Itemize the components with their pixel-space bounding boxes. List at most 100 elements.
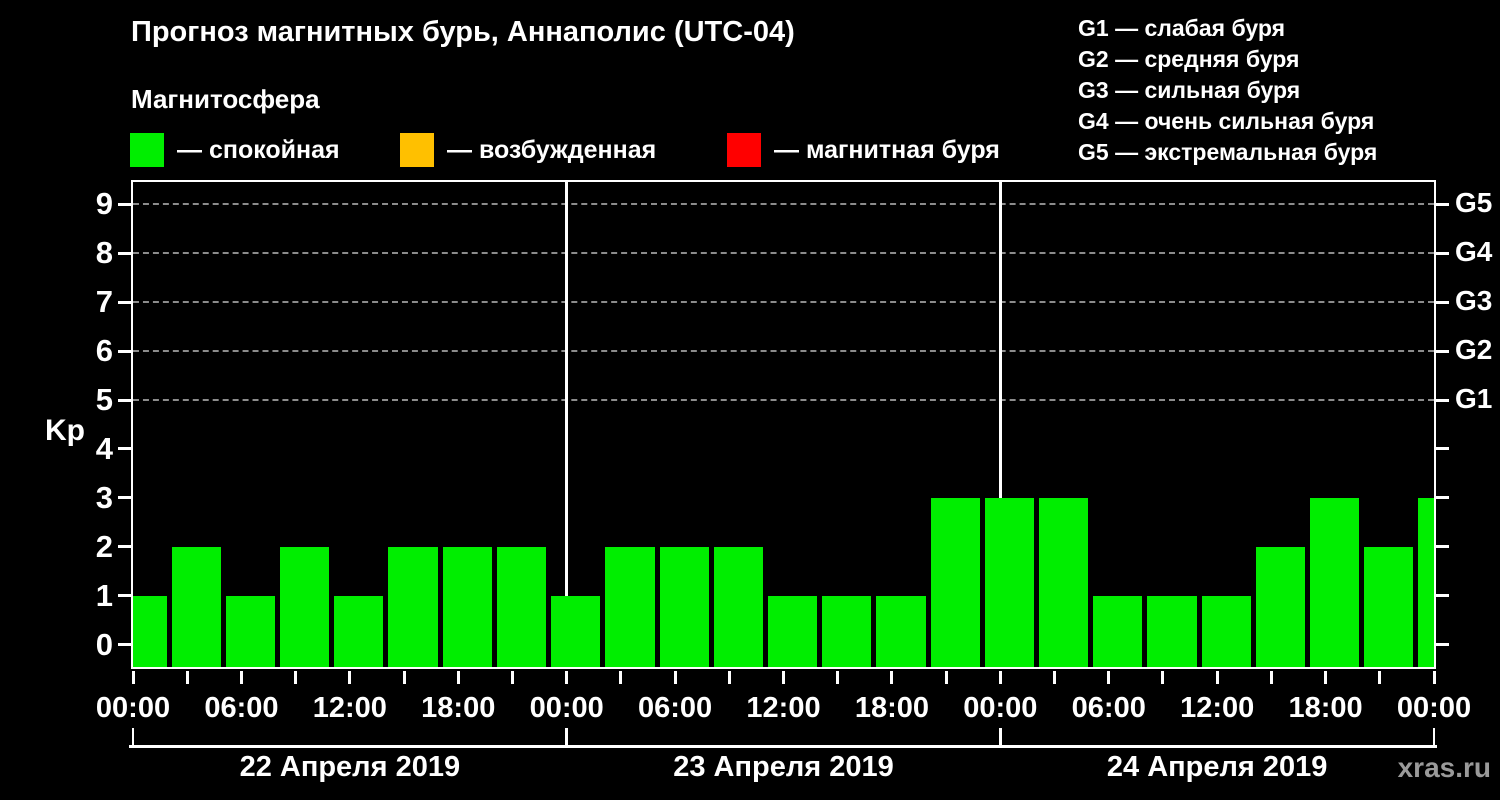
- g-scale-axis-label: G3: [1455, 285, 1493, 317]
- kp-bar: [280, 546, 330, 667]
- y-axis-label: 5: [95, 382, 113, 417]
- y-axis-tick-right: [1436, 251, 1449, 255]
- x-axis-tick: [565, 671, 569, 684]
- y-axis-tick-left: [118, 643, 131, 647]
- kp-gridline: [133, 399, 1434, 401]
- y-axis-label: 8: [95, 235, 113, 271]
- x-axis-tick: [1215, 671, 1219, 684]
- storm-scale-g5: G5 — экстремальная буря: [1078, 139, 1378, 165]
- x-axis-time-label: 18:00: [854, 692, 929, 724]
- x-axis-tick: [1107, 671, 1111, 684]
- chart-subtitle: Магнитосфера: [131, 84, 320, 114]
- x-axis-tick: [944, 671, 948, 684]
- y-axis-tick-left: [118, 349, 131, 353]
- y-axis-tick-left: [118, 300, 131, 304]
- storm-color-swatch: [727, 133, 761, 167]
- y-axis-tick-left: [118, 202, 131, 206]
- y-axis-title: Kp: [45, 414, 85, 447]
- x-axis-time-label: 12:00: [746, 692, 821, 724]
- x-axis-tick: [1378, 671, 1382, 684]
- x-axis-tick: [890, 671, 894, 684]
- y-axis-label: 7: [95, 284, 113, 320]
- kp-bar: [822, 595, 872, 667]
- kp-bar: [496, 546, 547, 667]
- y-axis-label: 4: [95, 430, 113, 466]
- x-axis-tick: [727, 671, 731, 684]
- g-scale-axis-label: G2: [1455, 334, 1493, 365]
- x-axis-time-label: 00:00: [963, 692, 1038, 724]
- kp-bar: [1147, 595, 1197, 667]
- x-axis-tick: [402, 671, 406, 684]
- excited-color-swatch: [400, 133, 434, 167]
- storm-scale-g3: G3 — сильная буря: [1078, 77, 1301, 103]
- date-bracket-tick: [999, 728, 1002, 748]
- x-axis-tick: [782, 671, 785, 684]
- kp-bar: [551, 595, 601, 667]
- x-axis-tick: [1269, 671, 1273, 684]
- date-label: 24 Апреля 2019: [1106, 751, 1328, 783]
- legend-label-storm: — магнитная буря: [774, 135, 1000, 164]
- x-axis-time-label: 06:00: [637, 692, 713, 724]
- x-axis-time-label: 12:00: [1180, 692, 1255, 724]
- x-axis-tick: [836, 671, 840, 684]
- y-axis-tick-right: [1436, 594, 1449, 598]
- kp-bar: [442, 546, 492, 667]
- x-axis-time-label: 18:00: [421, 692, 496, 724]
- kp-bar: [605, 546, 655, 667]
- y-axis-tick-left: [118, 447, 131, 451]
- x-axis-tick: [1053, 671, 1057, 684]
- x-axis-tick: [510, 671, 514, 684]
- x-axis-tick: [673, 671, 677, 684]
- date-bracket-tick: [1432, 728, 1436, 748]
- y-axis-label: 9: [95, 186, 113, 222]
- x-axis-time-label: 18:00: [1288, 692, 1363, 724]
- y-axis-tick-right: [1436, 496, 1449, 500]
- kp-bar: [171, 546, 221, 667]
- kp-bar: [767, 595, 818, 667]
- x-axis-tick: [1432, 671, 1436, 684]
- date-label: 22 Апреля 2019: [239, 751, 461, 783]
- y-axis-label: 1: [95, 577, 113, 613]
- plot-area: [131, 180, 1436, 669]
- y-axis-tick-right: [1436, 447, 1449, 451]
- kp-bar: [225, 595, 276, 667]
- kp-bar: [876, 595, 926, 667]
- watermark: xras.ru: [1397, 752, 1491, 783]
- kp-bar: [388, 546, 438, 667]
- date-label: 23 Апреля 2019: [673, 751, 894, 783]
- g-scale-axis-label: G5: [1455, 187, 1493, 219]
- storm-scale-g2: G2 — средняя буря: [1078, 46, 1300, 72]
- page-title: Прогноз магнитных бурь, Аннаполис (UTC-0…: [131, 16, 795, 48]
- x-axis-tick: [348, 671, 352, 684]
- legend-item-quiet: — спокойная: [130, 132, 340, 168]
- y-axis-tick-left: [118, 496, 131, 500]
- kp-bar: [1310, 497, 1360, 667]
- x-axis-tick: [131, 671, 135, 684]
- quiet-color-swatch: [130, 133, 164, 167]
- legend-item-excited: — возбужденная: [400, 132, 656, 168]
- storm-scale-legend: G1 — слабая буря G2 — средняя буря G3 — …: [1078, 13, 1377, 168]
- kp-gridline: [133, 350, 1434, 352]
- y-axis-label: 6: [95, 333, 113, 368]
- day-boundary-line: [565, 182, 568, 667]
- y-axis-tick-left: [118, 398, 131, 402]
- y-axis-tick-left: [118, 594, 131, 598]
- x-axis-tick: [1161, 671, 1165, 684]
- g-scale-axis-label: G1: [1455, 383, 1493, 414]
- x-axis-tick: [1324, 671, 1328, 684]
- x-axis-time-label: 00:00: [1396, 692, 1472, 724]
- kp-bar: [1418, 497, 1434, 667]
- kp-gridline: [133, 203, 1434, 206]
- y-axis-tick-right: [1436, 545, 1449, 549]
- x-axis-time-label: 00:00: [529, 692, 604, 724]
- x-axis-time-label: 12:00: [312, 692, 387, 724]
- kp-gridline: [133, 252, 1434, 255]
- kp-bar: [133, 595, 167, 667]
- y-axis-tick-right: [1436, 643, 1449, 647]
- kp-bar: [1201, 595, 1251, 667]
- kp-bar: [984, 497, 1034, 667]
- y-axis-tick-left: [118, 545, 131, 549]
- y-axis-tick-right: [1436, 349, 1449, 353]
- kp-bar: [1364, 546, 1414, 667]
